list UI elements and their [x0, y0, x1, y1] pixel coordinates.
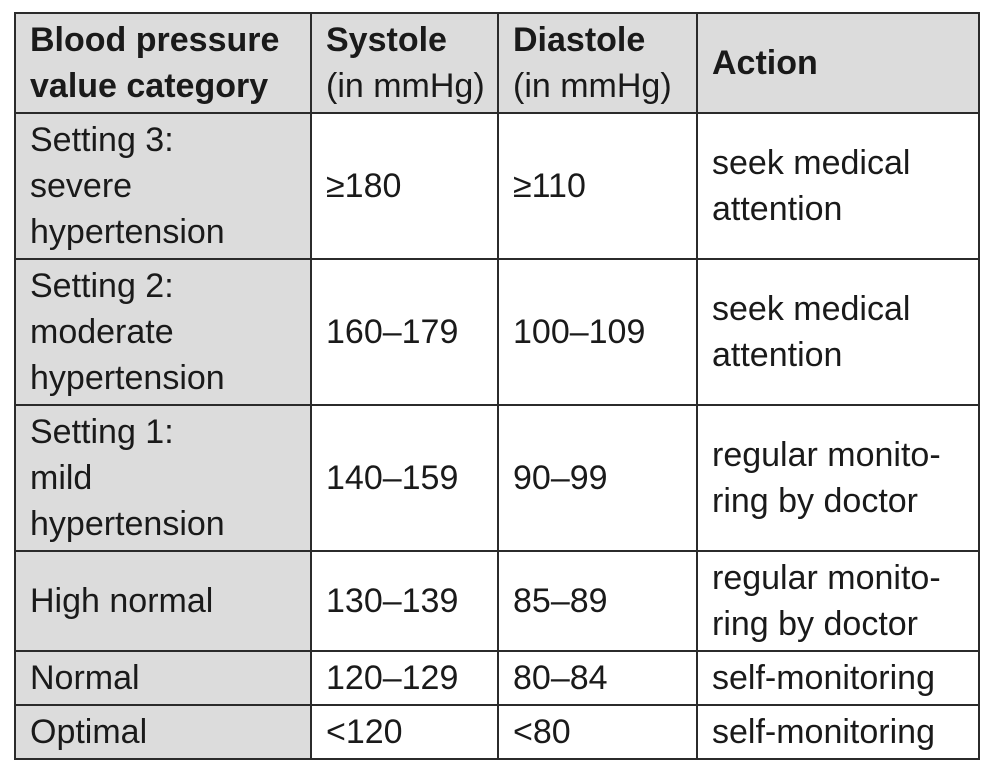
systole-cell: 140–159	[310, 404, 499, 552]
category-line: High normal	[30, 582, 214, 620]
action-line: regular monito-	[712, 436, 941, 474]
header-action: Action	[696, 12, 980, 114]
table-header-row: Blood pressure value category Systole (i…	[14, 12, 980, 114]
header-diastole: Diastole (in mmHg)	[497, 12, 698, 114]
category-line: moderate	[30, 313, 174, 351]
category-cell: High normal	[14, 550, 312, 652]
diastole-cell: 85–89	[497, 550, 698, 652]
header-diastole-unit: (in mmHg)	[513, 67, 672, 105]
header-diastole-title: Diastole	[513, 21, 646, 59]
category-line: hypertension	[30, 359, 225, 397]
category-line: hypertension	[30, 213, 225, 251]
category-line: Optimal	[30, 713, 148, 751]
action-line: seek medical	[712, 144, 911, 182]
systole-cell: ≥180	[310, 112, 499, 260]
action-cell: regular monito- ring by doctor	[696, 404, 980, 552]
diastole-cell: <80	[497, 704, 698, 760]
action-line: ring by doctor	[712, 482, 918, 520]
action-line: attention	[712, 336, 843, 374]
diastole-cell: 90–99	[497, 404, 698, 552]
action-cell: seek medical attention	[696, 258, 980, 406]
action-cell: self-monitoring	[696, 704, 980, 760]
category-line: hypertension	[30, 505, 225, 543]
header-systole-title: Systole	[326, 21, 447, 59]
action-line: attention	[712, 190, 843, 228]
action-line: self-monitoring	[712, 713, 935, 751]
diastole-cell: ≥110	[497, 112, 698, 260]
header-action-title: Action	[712, 44, 818, 82]
category-line: Normal	[30, 659, 140, 697]
diastole-cell: 100–109	[497, 258, 698, 406]
action-line: regular monito-	[712, 559, 941, 597]
header-systole-unit: (in mmHg)	[326, 67, 485, 105]
header-category-line-1: Blood pressure	[30, 21, 280, 59]
blood-pressure-table: Blood pressure value category Systole (i…	[14, 12, 980, 760]
category-line: Setting 3:	[30, 121, 174, 159]
header-category: Blood pressure value category	[14, 12, 312, 114]
table-row: Normal 120–129 80–84 self-monitoring	[14, 650, 980, 706]
systole-cell: 120–129	[310, 650, 499, 706]
category-cell: Normal	[14, 650, 312, 706]
action-line: self-monitoring	[712, 659, 935, 697]
action-line: ring by doctor	[712, 605, 918, 643]
action-cell: seek medical attention	[696, 112, 980, 260]
category-line: severe	[30, 167, 133, 205]
systole-cell: 160–179	[310, 258, 499, 406]
action-cell: regular monito- ring by doctor	[696, 550, 980, 652]
systole-cell: <120	[310, 704, 499, 760]
category-cell: Setting 3: severe hypertension	[14, 112, 312, 260]
category-line: Setting 1:	[30, 413, 174, 451]
header-systole: Systole (in mmHg)	[310, 12, 499, 114]
category-line: Setting 2:	[30, 267, 174, 305]
category-cell: Optimal	[14, 704, 312, 760]
category-line: mild	[30, 459, 93, 497]
table-row: High normal 130–139 85–89 regular monito…	[14, 550, 980, 652]
action-cell: self-monitoring	[696, 650, 980, 706]
systole-cell: 130–139	[310, 550, 499, 652]
table-row: Optimal <120 <80 self-monitoring	[14, 704, 980, 760]
action-line: seek medical	[712, 290, 911, 328]
table-row: Setting 3: severe hypertension ≥180 ≥110…	[14, 112, 980, 260]
header-category-line-2: value category	[30, 67, 269, 105]
diastole-cell: 80–84	[497, 650, 698, 706]
table-row: Setting 1: mild hypertension 140–159 90–…	[14, 404, 980, 552]
table-row: Setting 2: moderate hypertension 160–179…	[14, 258, 980, 406]
category-cell: Setting 2: moderate hypertension	[14, 258, 312, 406]
category-cell: Setting 1: mild hypertension	[14, 404, 312, 552]
